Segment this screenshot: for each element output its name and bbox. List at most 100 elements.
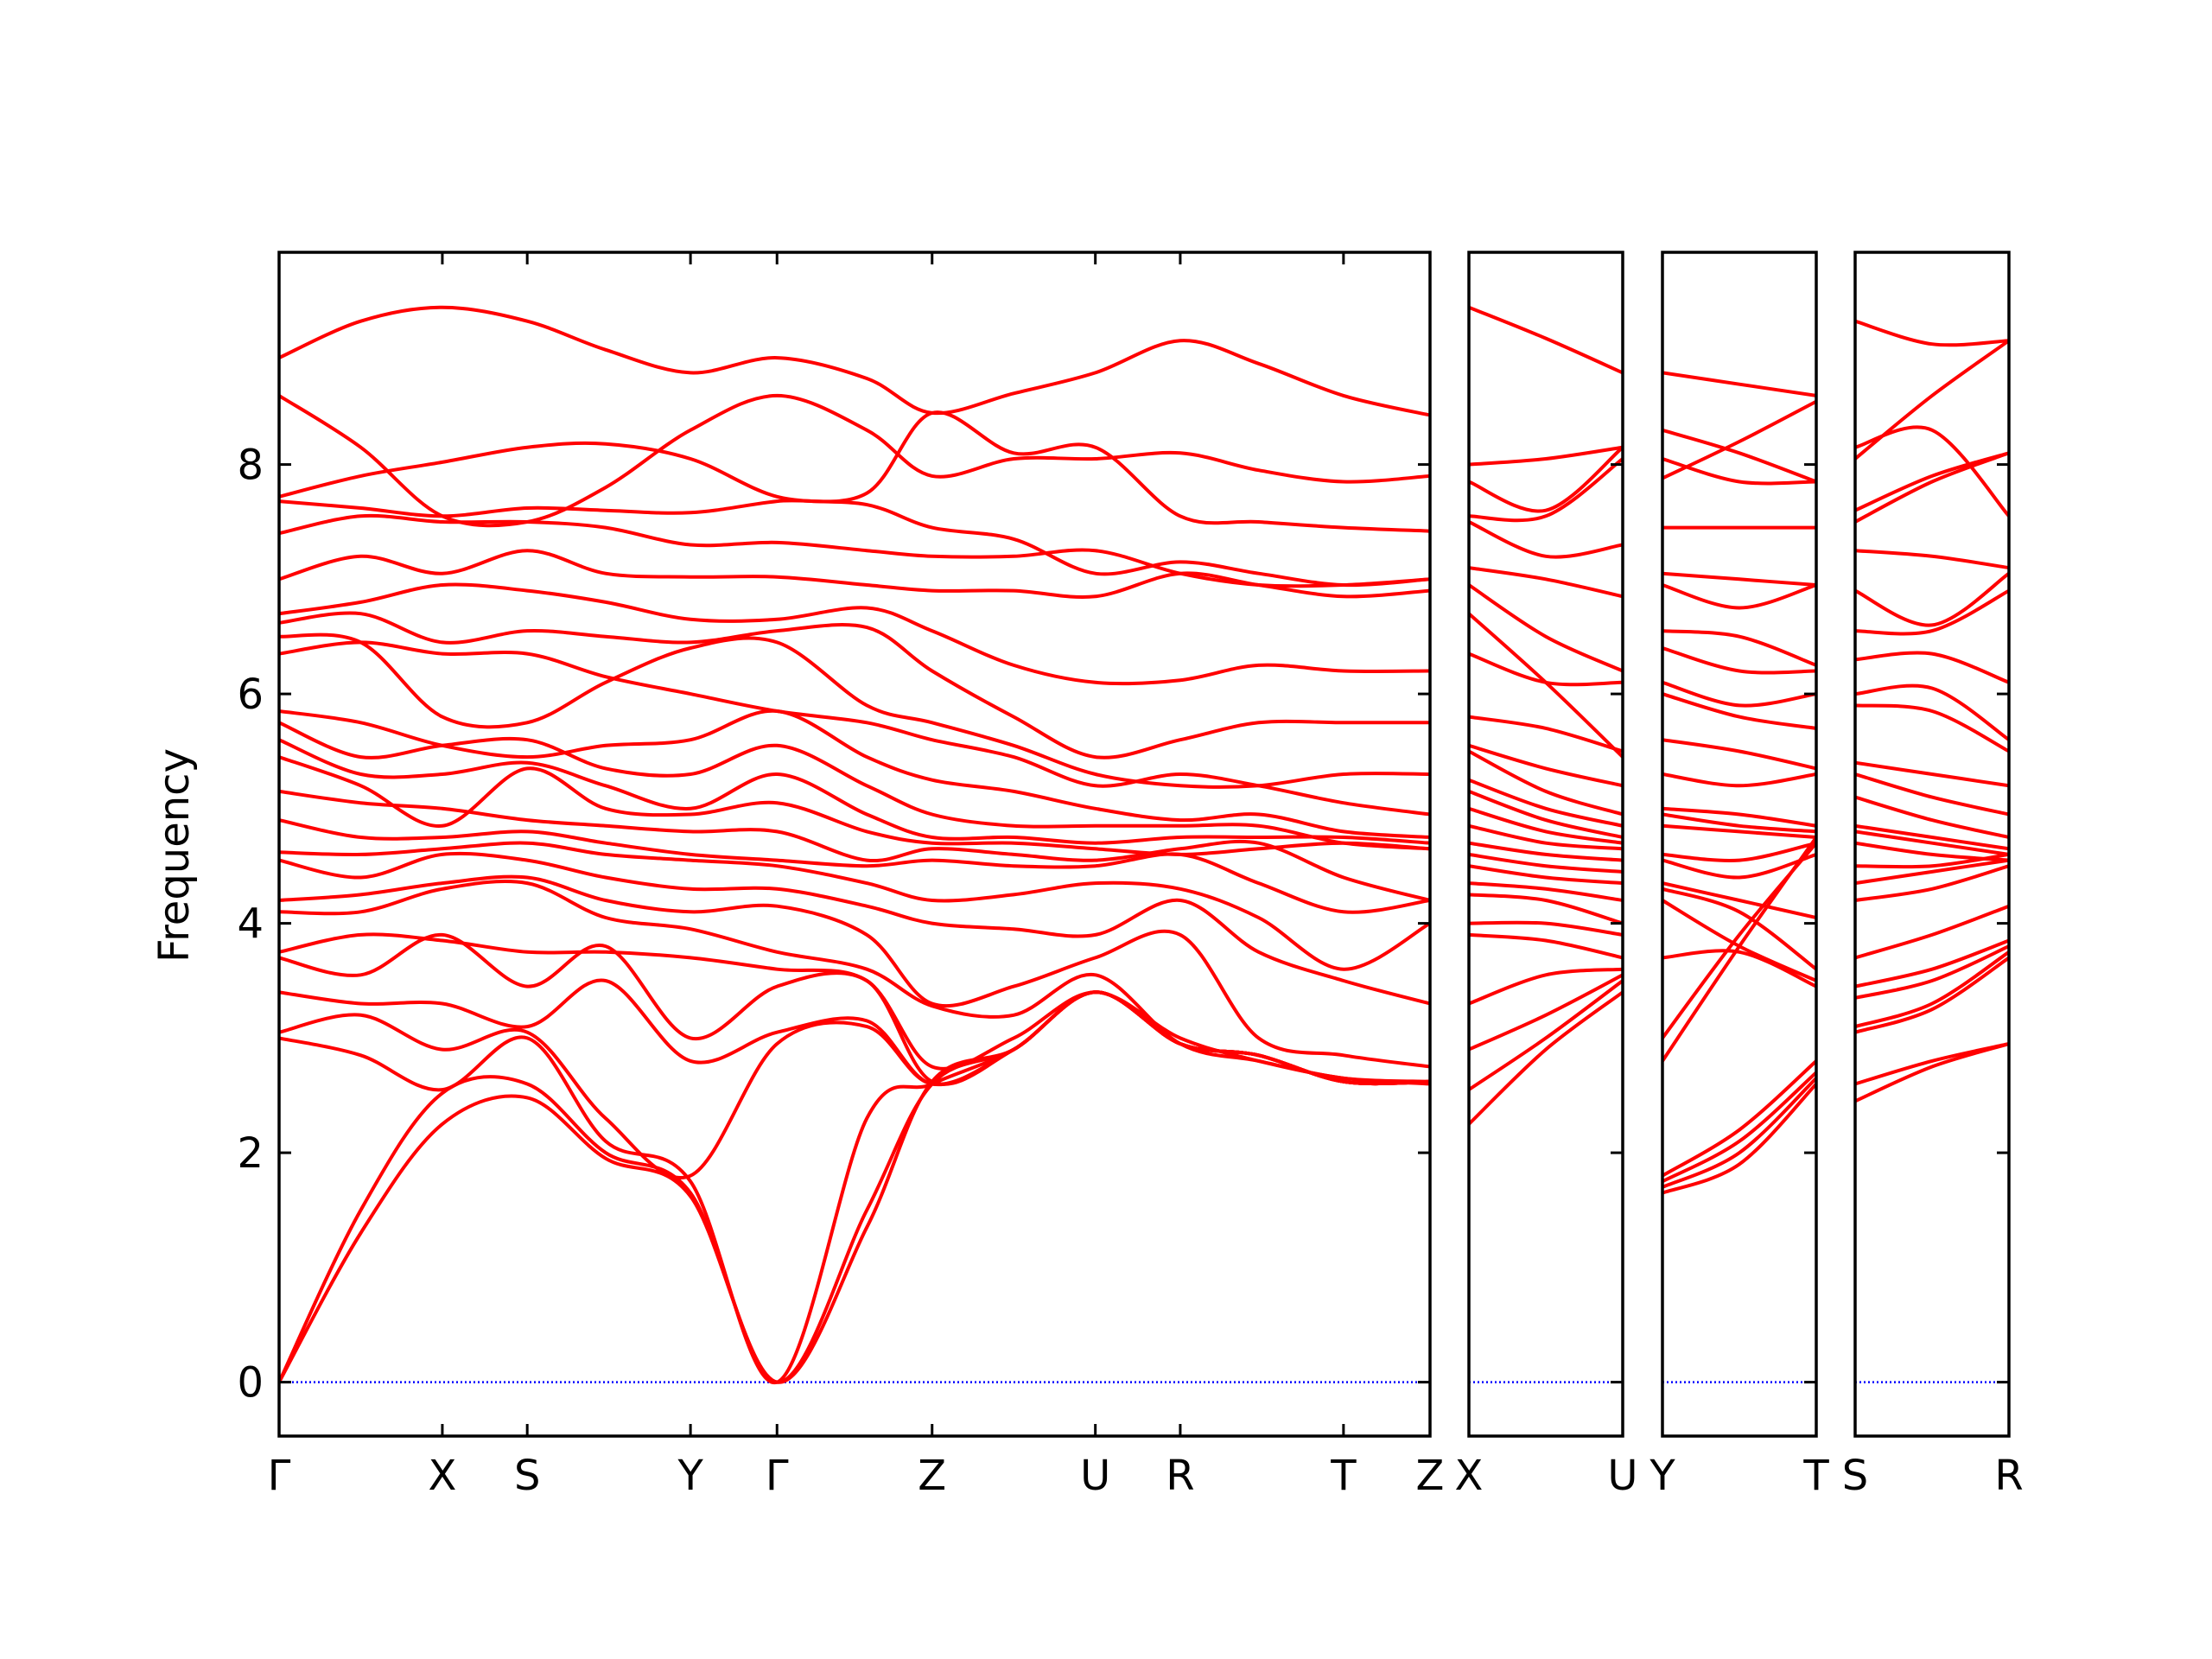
band-line-10: [1662, 680, 1816, 708]
x-tick-label: R: [1166, 1452, 1194, 1500]
x-tick-label: Γ: [766, 1452, 789, 1500]
band-line-12: [1469, 749, 1623, 817]
band-line-25: [1469, 973, 1623, 1052]
band-line-19: [1469, 864, 1623, 886]
band-line-1: [1469, 305, 1623, 375]
band-line-4: [1469, 457, 1623, 523]
band-line-10: [1855, 683, 2009, 742]
band-line-9: [279, 632, 1430, 789]
band-line-15: [279, 789, 1430, 902]
band-line-22: [1855, 938, 2009, 988]
band-line-20: [1855, 864, 2009, 902]
band-line-17: [1469, 841, 1623, 862]
band-line-9: [1469, 652, 1623, 687]
band-line-15: [1662, 812, 1816, 834]
x-tick-label: T: [1802, 1452, 1829, 1500]
band-line-14: [279, 755, 1430, 856]
band-line-27: [1469, 990, 1623, 1126]
band-group: [279, 305, 1430, 1384]
band-line-20: [1469, 881, 1623, 902]
band-line-2: [1855, 425, 2009, 518]
band-line-25: [1855, 956, 2009, 1034]
band-line-24: [1855, 950, 2009, 1029]
x-tick-label: R: [1994, 1452, 2023, 1500]
band-line-21: [279, 932, 1430, 1086]
panel-1: Γ X S Y Γ Z U R T Z 0 2 4 6 8: [237, 251, 1445, 1500]
band-group: [1662, 371, 1816, 1195]
band-line-2: [1662, 428, 1816, 484]
band-line-4: [279, 410, 1430, 533]
band-line-15: [1855, 823, 2009, 851]
x-tick-label: U: [1080, 1452, 1110, 1500]
band-line-6: [1469, 566, 1623, 599]
x-tick-label: S: [1842, 1452, 1868, 1500]
band-line-5: [279, 513, 1430, 588]
band-line-20: [279, 880, 1430, 1084]
band-line-13: [1469, 778, 1623, 828]
x-tick-label: S: [514, 1452, 540, 1500]
band-line-22: [1469, 920, 1623, 937]
band-line-2: [1469, 445, 1623, 467]
band-line-28: [1662, 1082, 1816, 1195]
band-line-12: [1855, 760, 2009, 788]
band-line-6: [1662, 571, 1816, 587]
band-line-14: [1855, 795, 2009, 839]
band-line-9: [1855, 651, 2009, 684]
band-line-5: [1469, 520, 1623, 559]
band-line-25: [1662, 1058, 1816, 1178]
band-line-23: [1855, 944, 2009, 1000]
band-line-21: [1855, 904, 2009, 960]
band-line-24: [1469, 967, 1623, 1006]
x-tick-label: X: [428, 1452, 456, 1500]
x-tick-label: X: [1455, 1452, 1484, 1500]
band-line-16: [1662, 823, 1816, 839]
x-tick-label: U: [1607, 1452, 1637, 1500]
band-line-18: [279, 851, 1430, 1006]
band-line-19: [1662, 881, 1816, 919]
band-line-7: [1855, 571, 2009, 627]
x-tick-label: Γ: [268, 1452, 291, 1500]
band-line-18: [1855, 852, 2009, 869]
band-line-10: [279, 640, 1430, 817]
band-line-7: [279, 582, 1430, 686]
band-line-13: [1662, 772, 1816, 788]
band-line-5: [1855, 451, 2009, 524]
band-line-16: [279, 818, 1430, 914]
band-line-23: [279, 978, 1430, 1087]
band-line-1: [1662, 371, 1816, 397]
x-tick-label: Z: [918, 1452, 946, 1500]
band-line-16: [1855, 830, 2009, 856]
panel-frame: [1467, 251, 1624, 1438]
band-line-8: [1855, 588, 2009, 636]
panel-frame: [277, 251, 1432, 1438]
band-line-19: [1855, 858, 2009, 886]
band-line-6: [279, 549, 1430, 599]
band-line-3: [279, 441, 1430, 588]
band-line-6: [1855, 549, 2009, 570]
band-line-13: [1855, 772, 2009, 817]
y-axis-label: Frequency: [150, 748, 199, 963]
band-line-11: [279, 709, 1430, 839]
y-tick-label: 8: [237, 442, 264, 490]
band-line-3: [1469, 445, 1623, 513]
x-tick-label: Z: [1416, 1452, 1445, 1500]
panel-frame: [1661, 251, 1818, 1438]
x-tick-label: T: [1330, 1452, 1357, 1500]
band-line-15: [1469, 806, 1623, 845]
band-group: [1855, 319, 2009, 1103]
band-line-12: [1662, 738, 1816, 771]
band-line-11: [1469, 743, 1623, 788]
y-tick-label: 0: [237, 1359, 264, 1408]
band-line-14: [1662, 806, 1816, 828]
band-line-24: [1662, 836, 1816, 1063]
band-line-1: [1855, 319, 2009, 347]
band-line-3: [1855, 339, 2009, 461]
band-line-17: [279, 841, 1430, 971]
x-tick-label: Y: [1649, 1452, 1675, 1500]
band-line-11: [1855, 703, 2009, 753]
